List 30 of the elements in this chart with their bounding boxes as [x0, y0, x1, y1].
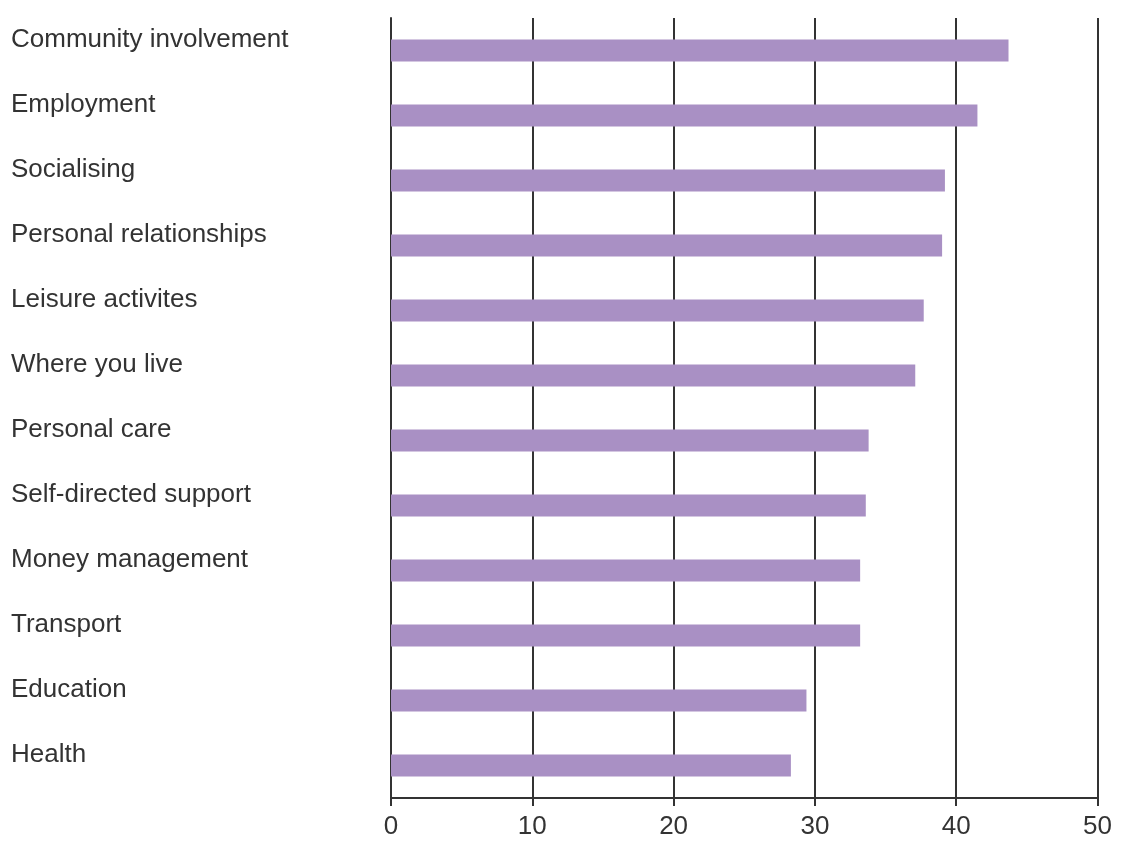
y-tick-label: Money management	[11, 542, 249, 573]
bar	[391, 104, 978, 127]
x-tick-label: 10	[517, 810, 547, 840]
bar	[391, 299, 924, 322]
x-tick-label: 0	[383, 810, 399, 840]
bar	[391, 494, 866, 517]
bar	[391, 169, 945, 192]
y-tick-label: Transport	[11, 607, 123, 638]
x-tick-label: 20	[659, 810, 689, 840]
y-tick-label: Personal care	[11, 412, 172, 443]
y-tick-label: Education	[11, 672, 127, 703]
y-tick-label: Community involvement	[11, 22, 290, 53]
y-tick-label: Employment	[11, 87, 157, 118]
bar	[391, 429, 869, 452]
bar	[391, 364, 916, 387]
bar	[391, 689, 807, 712]
y-tick-label: Leisure activites	[11, 282, 198, 313]
bar	[391, 624, 861, 647]
x-tick-label: 50	[1083, 810, 1112, 840]
bar	[391, 559, 861, 582]
y-tick-label: Self-directed support	[11, 477, 252, 508]
y-tick-label: Personal relationships	[11, 217, 267, 248]
x-tick-label: 30	[800, 810, 830, 840]
y-tick-label: Socialising	[11, 152, 136, 183]
bar	[391, 754, 791, 777]
y-tick-label: Where you live	[11, 347, 183, 378]
y-tick-label: Health	[11, 737, 87, 768]
bar	[391, 39, 1009, 62]
bar	[391, 234, 943, 257]
x-tick-label: 40	[941, 810, 971, 840]
